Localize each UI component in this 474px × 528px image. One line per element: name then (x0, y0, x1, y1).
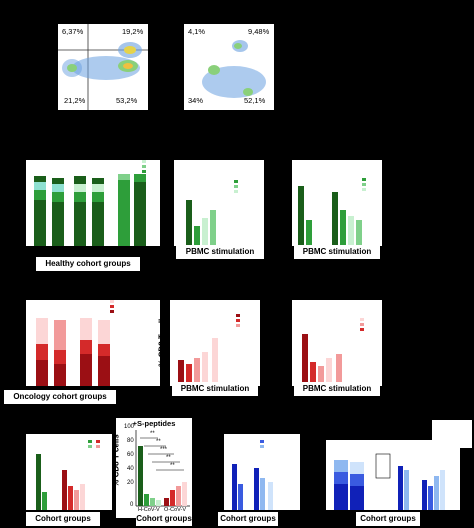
oncology-stacked-bar-3 (80, 318, 92, 386)
inset-bars (138, 446, 187, 506)
flow2-ul: 4,1% (188, 27, 206, 36)
oncology-stacked-bar-1 (36, 318, 48, 386)
inset-xtick-1: H-CoV-V (138, 507, 160, 513)
xlabel-cohort-2: Cohort groups (136, 512, 192, 526)
blue-panel-2-bars (334, 453, 445, 510)
xlabel-pbmc-green-2: PBMC stimulation (294, 245, 380, 259)
healthy-stacked-bar-1 (34, 176, 46, 246)
flow-plot-1: 6,37% 19,2% 21,2% 53,2% (58, 24, 148, 110)
healthy-stacked-bar-4 (92, 178, 104, 246)
red-panel-3-bars (302, 318, 364, 386)
flow1-ul: 6,37% (62, 27, 84, 36)
green-panel-1-bars (34, 160, 146, 246)
oncology-stacked-bar-2 (54, 320, 66, 386)
inset-sig-5: ** (170, 463, 175, 469)
red-panel-1 (26, 300, 160, 386)
blue-stacked-bar-1 (334, 460, 348, 510)
xlabel-pbmc-red-1: PBMC stimulation (172, 382, 258, 396)
ylabel-green-2: % CD8 T cells (161, 174, 171, 227)
blue-panel-legend-box (432, 420, 472, 448)
flow-plot-2: 4,1% 9,48% 34% 52,1% (184, 24, 274, 110)
flow2-ll: 34% (188, 96, 204, 105)
inset-chart (135, 430, 190, 507)
ylabel-bottom-1: % CD8 T cells (9, 446, 19, 499)
xlabel-cohort-4: Cohort groups (356, 512, 420, 526)
blue-stacked-bar-2 (350, 462, 364, 510)
ylabel-red-1: % CD8 T cells (9, 314, 19, 367)
green-panel-3-bars (298, 178, 366, 246)
inset-sig-2: ** (156, 439, 161, 445)
healthy-legend-swatches (142, 160, 146, 173)
flow-plot-1-scatter (58, 24, 148, 110)
inset-ytick-0: 0 (130, 502, 134, 508)
green-panel-2-bars (186, 180, 238, 246)
blue-panel-1-bars (232, 440, 273, 510)
flow2-ur: 9,48% (248, 27, 270, 36)
inset-sig-3: *** (160, 447, 168, 453)
flow1-ll: 21,2% (64, 96, 86, 105)
ylabel-red-2: % CD8 T cells (157, 314, 167, 367)
inset-sig-4: ** (166, 455, 171, 461)
healthy-stacked-bar-5 (118, 174, 130, 246)
red-panel-1-bars (36, 300, 114, 386)
healthy-stacked-bar-3 (74, 176, 86, 246)
inset-ytick-40: 40 (127, 466, 134, 472)
oncology-stacked-bar-4 (98, 320, 110, 386)
flow2-lr: 52,1% (244, 96, 266, 105)
inset-sig-brackets (140, 437, 184, 471)
red-panel-2-bars (178, 314, 240, 386)
bottom-panel-1-bars (36, 440, 100, 510)
inset-ytick-80: 80 (127, 438, 134, 444)
ylabel-inset: % CD8 T cells (111, 434, 121, 487)
inset-xtick-2: O-CoV-V (164, 507, 187, 513)
inset-ytick-60: 60 (127, 452, 134, 458)
inset-ytick-100: 100 (124, 424, 135, 430)
ylabel-blue-1: % CD8 T cells (205, 446, 215, 499)
healthy-stacked-bar-2 (52, 178, 64, 246)
ylabel-red-3: % CD8 T cells (279, 314, 289, 367)
inset-ytick-20: 20 (127, 480, 134, 486)
flow-plot-2-scatter (202, 40, 266, 98)
xlabel-healthy: Healthy cohort groups (36, 257, 140, 271)
inset-sig-1: ** (150, 431, 155, 437)
xlabel-cohort-3: Cohort groups (218, 512, 278, 526)
xlabel-cohort-1: Cohort groups (26, 512, 100, 526)
ylabel-green-1: % CD8 T cells (9, 174, 19, 227)
ylabel-blue-2: % CD8 T cells (307, 446, 317, 499)
flow1-ur: 19,2% (122, 27, 144, 36)
ylabel-green-3: % CD8 T cells (279, 174, 289, 227)
inset-title: +S-peptides (132, 419, 176, 428)
flow1-lr: 53,2% (116, 96, 138, 105)
healthy-stacked-bar-6 (134, 174, 146, 246)
xlabel-pbmc-green-1: PBMC stimulation (176, 245, 264, 259)
xlabel-oncology: Oncology cohort groups (4, 390, 116, 404)
xlabel-pbmc-red-2: PBMC stimulation (294, 382, 380, 396)
